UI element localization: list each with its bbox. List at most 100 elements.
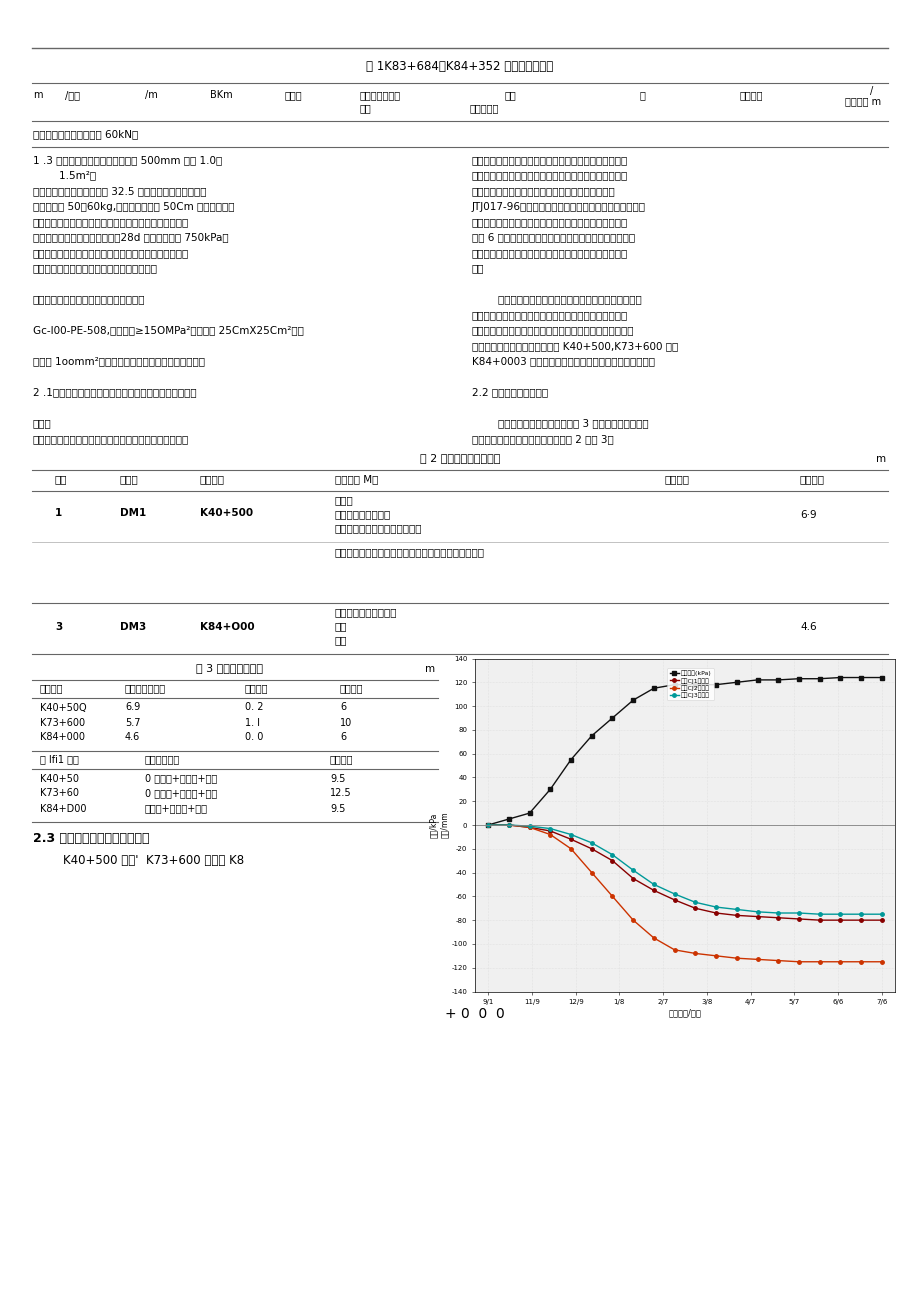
Text: 软基处理方式: 软基处理方式	[145, 755, 180, 765]
Text: K84+0003 个代表性断面，对其监测数据进行对比分析。: K84+0003 个代表性断面，对其监测数据进行对比分析。	[471, 356, 654, 367]
Text: + 0  0  0: + 0 0 0	[445, 1007, 505, 1020]
Text: K84+D00: K84+D00	[40, 804, 86, 813]
X-axis label: 时间（月/日）: 时间（月/日）	[668, 1008, 700, 1017]
Text: 稳定系数: 稳定系数	[739, 90, 763, 100]
Text: 典型地层 M面: 典型地层 M面	[335, 475, 378, 484]
Text: K84+000: K84+000	[40, 732, 85, 743]
沉降CJ1（左）	[834, 912, 845, 928]
Text: 用土工格室处理措施，土工格室采用型号: 用土工格室处理措施，土工格室采用型号	[33, 294, 145, 304]
沉降CJ2（中）	[855, 954, 866, 969]
Text: 中砂: 中砂	[335, 622, 347, 631]
Text: 3: 3	[55, 622, 62, 631]
沉降CJ3（右）	[834, 907, 845, 922]
Text: 边桩、沉降标和测斜标，观测项目主要为地表水平位移及: 边桩、沉降标和测斜标，观测项目主要为地表水平位移及	[471, 155, 628, 165]
Text: 预压 6 个月以上，预压期的观测在于正确预测工后沉降，: 预压 6 个月以上，预压期的观测在于正确预测工后沉降，	[471, 233, 634, 242]
Text: 路堤填土高度等因素，分别选取 K40+500,K73+600 以及: 路堤填土高度等因素，分别选取 K40+500,K73+600 以及	[471, 341, 677, 351]
加载荷载(kPa)	[627, 692, 638, 708]
沉降CJ2（中）	[503, 817, 514, 833]
Text: 注：格栅设计拉力为双向 60kN。: 注：格栅设计拉力为双向 60kN。	[33, 129, 138, 139]
Text: 5.7: 5.7	[125, 717, 141, 727]
Text: 亚粘土（可塑）亚砂土: 亚粘土（可塑）亚砂土	[335, 608, 397, 618]
沉降CJ2（中）	[834, 954, 845, 969]
Text: 序号: 序号	[55, 475, 67, 484]
沉降CJ2（中）	[751, 951, 762, 967]
Text: 2 .1沉降与稳定观测软土地基路是在施工中应注意填筑过: 2 .1沉降与稳定观测软土地基路是在施工中应注意填筑过	[33, 388, 197, 398]
加载荷载(kPa)	[585, 729, 596, 744]
加载荷载(kPa)	[607, 710, 618, 726]
Text: 10: 10	[340, 717, 352, 727]
Text: BKm: BKm	[210, 90, 233, 100]
Text: m: m	[425, 664, 435, 674]
Text: 结构与断面概况汇总如下，分别见表 2 与表 3。: 结构与断面概况汇总如下，分别见表 2 与表 3。	[471, 435, 613, 444]
Text: JTJ017-96）相关要求执行。填筑过程中的观测在于控制: JTJ017-96）相关要求执行。填筑过程中的观测在于控制	[471, 202, 645, 212]
Line: 加载荷载(kPa): 加载荷载(kPa)	[486, 675, 882, 826]
Text: 表 2 软土地层结构数据表: 表 2 软土地层结构数据表	[419, 454, 500, 463]
Text: 6: 6	[340, 732, 346, 743]
Text: K40+500 断面'  K73+600 断面及 K8: K40+500 断面' K73+600 断面及 K8	[33, 853, 244, 866]
Text: 断 lfi1 斑号: 断 lfi1 斑号	[40, 755, 79, 765]
Text: 0. 2: 0. 2	[244, 703, 263, 713]
沉降CJ2（中）	[585, 865, 596, 881]
Text: 分层厚度: 分层厚度	[664, 475, 689, 484]
Text: 1 .3 粉喷桩设计方案粉喷桩桩径为 500mm 桩距 1.0～: 1 .3 粉喷桩设计方案粉喷桩桩径为 500mm 桩距 1.0～	[33, 155, 222, 165]
Text: 为便于对比分析研究，对上述 3 个代表性断面的地层: 为便于对比分析研究，对上述 3 个代表性断面的地层	[471, 419, 648, 428]
Legend: 加载荷载(kPa), 沉降CJ1（左）, 沉降CJ2（中）, 沉降CJ3（右）: 加载荷载(kPa), 沉降CJ1（左）, 沉降CJ2（中）, 沉降CJ3（右）	[666, 669, 713, 700]
沉降CJ2（中）	[792, 954, 803, 969]
加载荷载(kPa)	[565, 752, 576, 768]
沉降CJ2（中）	[731, 951, 742, 967]
沉降CJ1（左）	[689, 900, 700, 916]
沉降CJ3（右）	[627, 863, 638, 878]
Text: 软土厚度: 软土厚度	[340, 683, 363, 693]
Text: Gc-I00-PE-508,抗拉强度≥15OMPa²网格尺寸 25CmX25Cm²格室: Gc-I00-PE-508,抗拉强度≥15OMPa²网格尺寸 25CmX25Cm…	[33, 325, 303, 336]
沉降CJ3（右）	[607, 847, 618, 863]
Text: 高度为 1oomm²碎石桩与粉喷桩复合地基沉降对比分析: 高度为 1oomm²碎石桩与粉喷桩复合地基沉降对比分析	[33, 356, 205, 367]
Text: 1.5m²按: 1.5m²按	[33, 170, 96, 181]
沉降CJ2（中）	[524, 820, 535, 835]
Text: 应按照《公路软土地基路是设计与施工技术规范》（: 应按照《公路软土地基路是设计与施工技术规范》（	[471, 186, 615, 196]
Text: K40+50: K40+50	[40, 774, 79, 783]
沉降CJ1（左）	[648, 882, 659, 898]
加载荷载(kPa)	[772, 673, 783, 688]
沉降CJ3（右）	[585, 835, 596, 851]
加载荷载(kPa)	[648, 680, 659, 696]
Text: 土路堤设计高度: 土路堤设计高度	[125, 683, 166, 693]
沉降CJ1（左）	[876, 912, 887, 928]
Text: 淤泥明亚粘土亚砂土: 淤泥明亚粘土亚砂土	[335, 510, 391, 519]
Text: 2.3 地表沉降监测结果对比分析: 2.3 地表沉降监测结果对比分析	[33, 831, 150, 844]
沉降CJ1（左）	[524, 820, 535, 835]
沉降CJ3（右）	[876, 907, 887, 922]
Text: 月: 月	[640, 90, 645, 100]
沉降CJ3（右）	[772, 905, 783, 921]
Text: 4.6: 4.6	[125, 732, 140, 743]
Text: K73+60: K73+60	[40, 788, 79, 799]
沉降CJ1（左）	[627, 870, 638, 886]
沉降CJ3（右）	[565, 826, 576, 842]
Line: 沉降CJ2（中）: 沉降CJ2（中）	[486, 824, 882, 964]
Text: 使工后沉降控制在允许范围内，为以后的路面施工提供依: 使工后沉降控制在允许范围内，为以后的路面施工提供依	[471, 248, 628, 258]
Text: K40+500: K40+500	[199, 507, 253, 518]
Y-axis label: 沉降/kPa
沉降/mm: 沉降/kPa 沉降/mm	[429, 812, 448, 838]
沉降CJ2（中）	[648, 930, 659, 946]
Text: 作为对比，分别选取粉喷桩与碎石桩复合地基代表性: 作为对比，分别选取粉喷桩与碎石桩复合地基代表性	[471, 294, 641, 304]
Text: K84+O00: K84+O00	[199, 622, 255, 631]
Text: /m: /m	[145, 90, 157, 100]
沉降CJ2（中）	[544, 826, 555, 842]
Text: 细砂: 细砂	[335, 635, 347, 645]
沉降CJ2（中）	[607, 889, 618, 904]
沉降CJ3（右）	[503, 817, 514, 833]
Text: 米水泥用量 50～60kg,粉喷桩顶部设置 50Cm 砂砾垫层。通: 米水泥用量 50～60kg,粉喷桩顶部设置 50Cm 砂砾垫层。通	[33, 202, 234, 212]
沉降CJ3（右）	[544, 821, 555, 837]
Text: 的不均匀沉降，路堤底部（砂砾垫层顶部）采: 的不均匀沉降，路堤底部（砂砾垫层顶部）采	[33, 264, 158, 273]
Text: 淤泥质亚粘土亚粘土淤泥质亚粘土亚粘土淤泥质亚粘土: 淤泥质亚粘土亚粘土淤泥质亚粘土亚粘土淤泥质亚粘土	[335, 548, 484, 558]
Text: 0 粉喷桩+砂垫层+格室: 0 粉喷桩+砂垫层+格室	[145, 774, 217, 783]
加载荷载(kPa)	[834, 670, 845, 686]
Text: 路好限: 路好限	[285, 90, 302, 100]
Text: DM1: DM1	[119, 507, 146, 518]
加载荷载(kPa)	[876, 670, 887, 686]
Text: 断面号: 断面号	[119, 475, 139, 484]
Text: 管挤密碎石桩复合地基的加固效果。综合软土压缩层厚度、: 管挤密碎石桩复合地基的加固效果。综合软土压缩层厚度、	[471, 325, 634, 336]
Text: 和调整填筑速率，判定路堤的稳定性。路基填筑完毕后应: 和调整填筑速率，判定路堤的稳定性。路基填筑完毕后应	[471, 217, 628, 226]
沉降CJ3（右）	[751, 904, 762, 920]
沉降CJ1（左）	[565, 831, 576, 847]
Text: 4.6: 4.6	[800, 622, 816, 631]
